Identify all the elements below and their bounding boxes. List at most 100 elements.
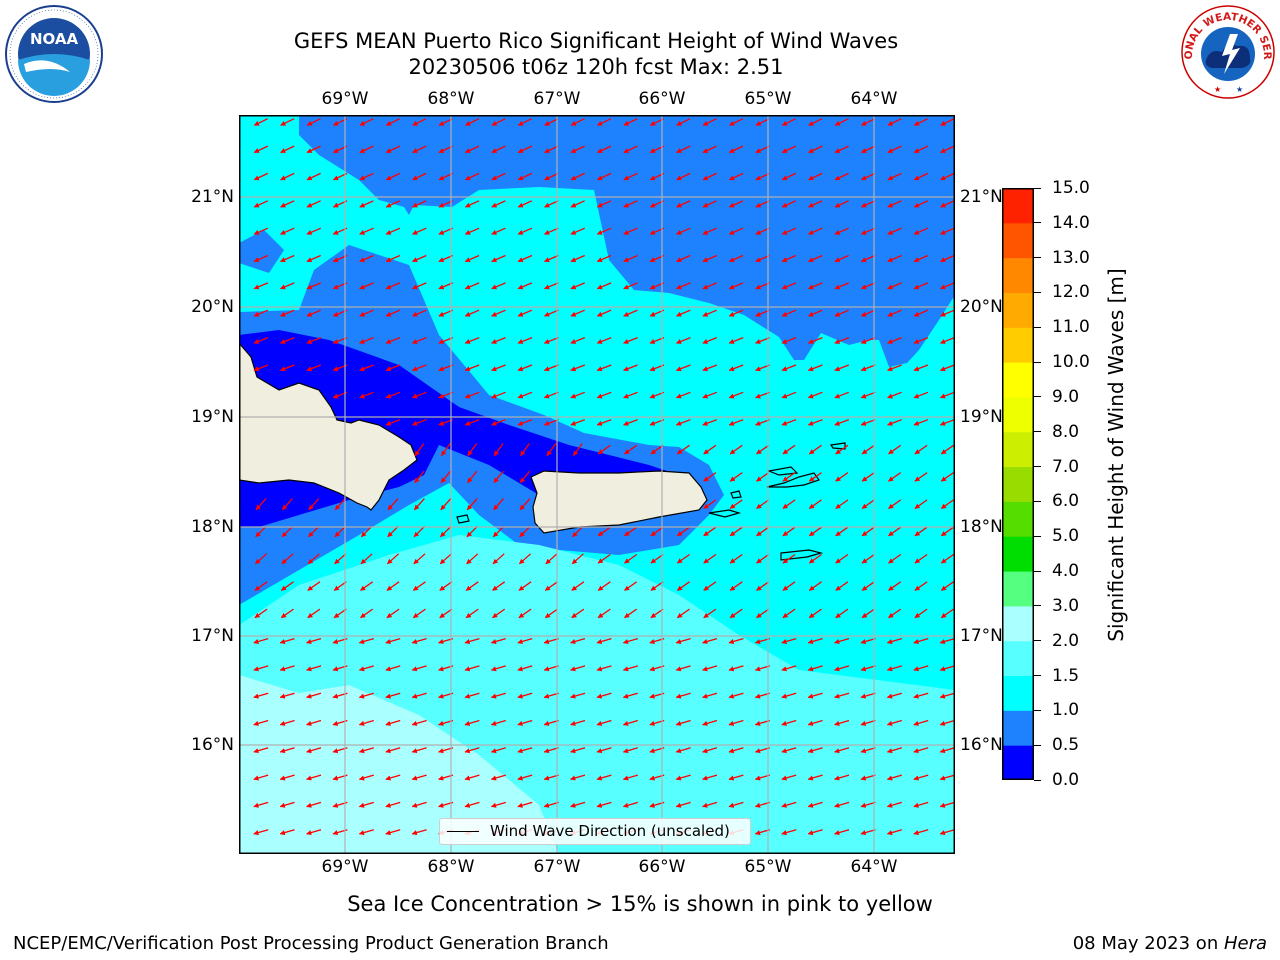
wind-wave-arrow [280,172,295,181]
wind-wave-arrow [755,364,770,372]
wind-wave-arrow [702,254,717,263]
lat-label-right: 19°N [960,407,1003,427]
wind-wave-arrow [570,391,586,399]
wind-wave-arrow [807,719,823,726]
wind-wave-arrow [413,525,426,538]
lat-label-left: 19°N [191,407,234,427]
wind-wave-arrow [306,200,321,208]
wind-wave-arrow [913,364,929,372]
wind-wave-arrow [544,172,559,181]
wind-wave-arrow [306,172,321,181]
wind-wave-arrow [544,581,558,591]
wind-wave-arrow [572,443,583,457]
wind-wave-arrow [464,254,480,263]
lon-label-bottom: 65°W [744,857,792,877]
wind-wave-arrow [861,553,875,564]
colorbar-cell [1002,605,1034,642]
wind-wave-arrow [939,419,955,426]
wind-wave-arrow [860,419,876,426]
wind-wave-arrow [834,419,850,426]
colorbar-title: Significant Height of Wind Waves [m] [1104,268,1128,642]
wind-wave-arrow [596,801,612,808]
island-anguilla-area [829,442,846,450]
colorbar-tick-label: 4.0 [1052,561,1080,582]
wind-wave-arrow [624,526,638,537]
wind-wave-arrow [306,309,321,317]
wind-wave-arrow [914,444,928,455]
wind-wave-arrow [438,172,453,181]
wind-wave-arrow [572,525,584,538]
wind-wave-arrow [939,391,955,399]
wind-wave-arrow [490,747,506,754]
wind-wave-arrow [570,665,586,672]
wind-wave-arrow [359,282,374,290]
colorbar-cell [1002,188,1034,224]
wind-wave-arrow [255,525,267,538]
map-svg [239,115,955,854]
chart-title-line1: GEFS MEAN Puerto Rico Significant Height… [293,29,899,53]
wind-wave-arrow [728,391,744,399]
wind-wave-arrow [492,581,506,591]
colorbar-tick-mark [1034,431,1041,433]
lat-label-right: 20°N [960,297,1003,317]
wind-wave-arrow [543,364,559,372]
colorbar-cell [1002,396,1034,433]
wind-wave-arrow [939,637,955,644]
wind-wave-arrow [860,145,876,154]
colorbar-tick-mark [1034,605,1041,607]
wind-wave-arrow [702,364,718,372]
wind-wave-arrow [571,608,585,619]
wind-wave-arrow [466,525,478,538]
wind-wave-arrow [254,553,268,565]
wind-wave-arrow [543,419,559,426]
wind-wave-arrow [334,553,347,565]
wind-wave-arrow [306,336,322,344]
wind-wave-arrow [808,282,823,290]
wind-wave-arrow [888,472,902,482]
wind-wave-arrow [491,118,506,126]
wind-wave-arrow [387,525,399,538]
wind-wave-arrow [835,526,849,537]
wind-wave-arrow [703,499,717,510]
wind-wave-arrow [491,309,506,317]
wind-wave-arrow [385,282,401,290]
wind-wave-arrow [808,172,823,181]
lat-label-right: 21°N [960,187,1003,207]
colorbar-cell [1002,640,1034,677]
wind-wave-arrow [807,665,823,672]
wind-wave-arrow [253,719,269,726]
wind-wave-arrow [887,227,902,235]
wind-wave-arrow [834,829,850,836]
wind-wave-arrow [279,829,295,836]
wind-wave-arrow [807,829,823,836]
wind-wave-arrow [596,692,612,699]
colorbar-tick-label: 1.0 [1052,700,1080,721]
wind-wave-arrow [860,801,876,808]
wind-wave-arrow [940,499,954,510]
wind-wave-arrow [860,719,876,726]
wind-wave-arrow [808,499,822,510]
wind-wave-arrow [253,118,268,126]
wind-wave-arrow [834,801,850,808]
wind-wave-arrow [571,581,585,591]
wind-wave-arrow [412,309,427,317]
wind-wave-arrow [650,526,664,537]
wind-wave-arrow [781,801,797,808]
colorbar-tick-mark [1034,744,1041,746]
wind-wave-arrow [729,444,743,455]
wind-wave-arrow [438,118,453,126]
wind-wave-arrow [306,637,322,644]
wind-wave-arrow [358,829,374,836]
wind-wave-arrow [279,692,295,699]
wind-wave-arrow [808,526,822,537]
wind-wave-arrow [544,118,559,126]
wind-wave-arrow [464,282,480,290]
wind-wave-arrow [491,391,506,399]
wind-wave-arrow [860,692,876,699]
colorbar-tick-label: 5.0 [1052,526,1080,547]
wind-wave-arrow [756,553,770,564]
wind-wave-arrow [834,309,849,317]
wind-wave-arrow [886,637,902,644]
wind-wave-arrow [411,747,427,754]
wind-wave-arrow [385,637,401,644]
